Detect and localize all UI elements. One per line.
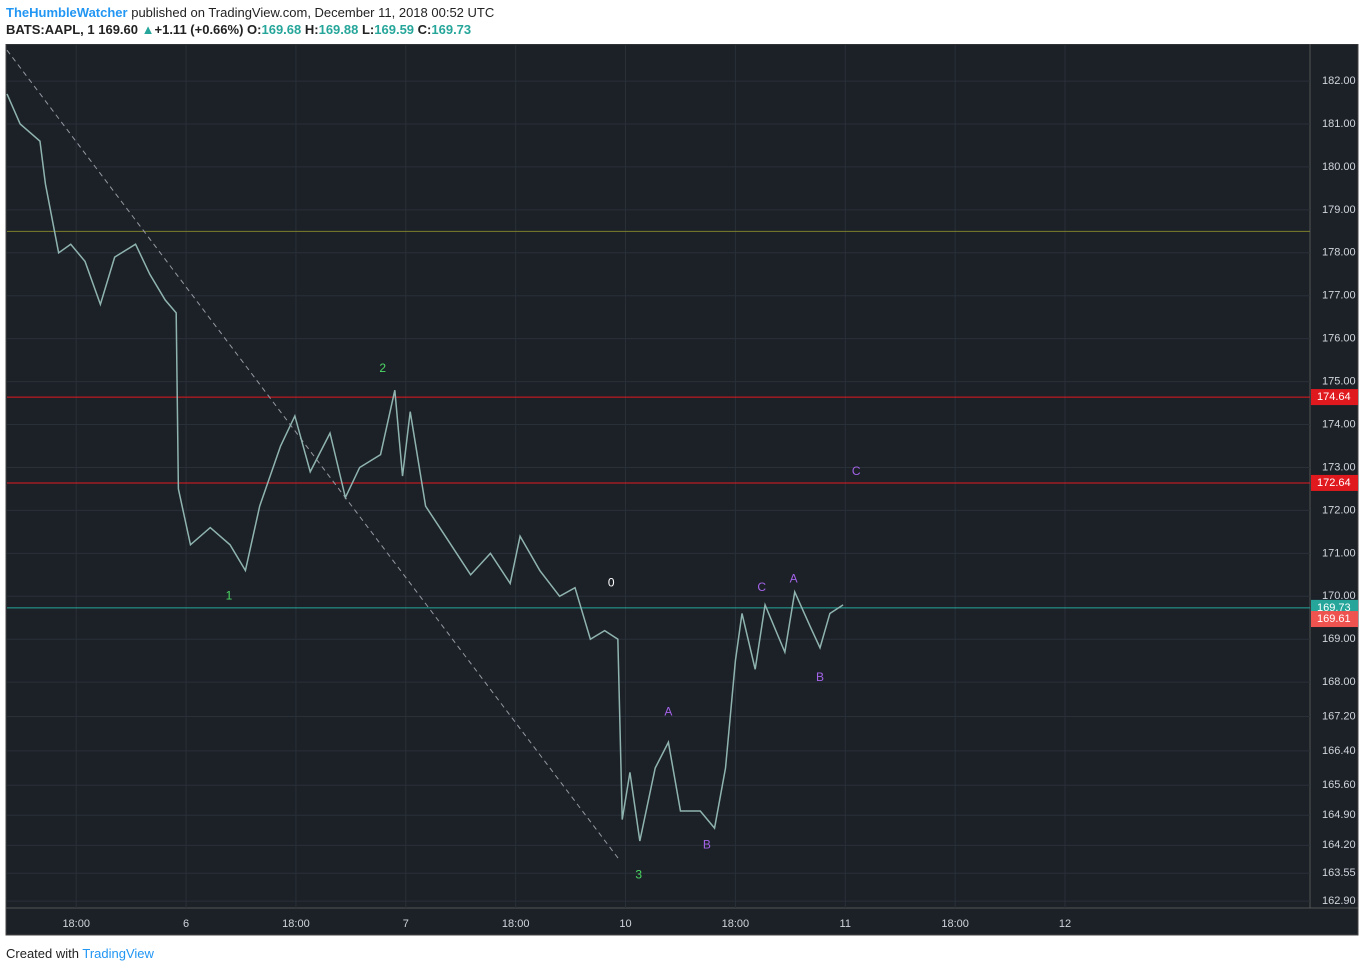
wave-label: C bbox=[852, 464, 861, 478]
y-tick-label: 165.60 bbox=[1322, 779, 1356, 791]
y-tick-label: 162.90 bbox=[1322, 895, 1356, 907]
last: 169.60 bbox=[98, 22, 138, 37]
o: 169.68 bbox=[261, 22, 302, 37]
y-tick-label: 173.00 bbox=[1322, 461, 1356, 473]
wave-label: B bbox=[816, 670, 824, 684]
x-tick-label: 7 bbox=[403, 918, 409, 930]
x-tick-label: 10 bbox=[619, 918, 631, 930]
chart: 182.00 181.00 180.00 179.00 178.00 177.00 176.… bbox=[5, 44, 1359, 936]
symbol: BATS:AAPL, 1 bbox=[6, 22, 95, 37]
created: Created with bbox=[6, 946, 79, 961]
y-tick-label: 175.00 bbox=[1322, 376, 1356, 388]
c-label: C: bbox=[417, 22, 432, 37]
y-tick-label: 163.55 bbox=[1322, 867, 1356, 879]
author[interactable]: TheHumbleWatcher bbox=[6, 5, 128, 20]
wave-label: 2 bbox=[379, 361, 386, 375]
change: +1.11 (+0.66%) bbox=[154, 22, 244, 37]
wave-label: A bbox=[790, 571, 798, 585]
y-tick-label: 170.00 bbox=[1322, 590, 1356, 602]
y-tick-label: 172.00 bbox=[1322, 504, 1356, 516]
x-tick-label: 18:00 bbox=[62, 918, 90, 930]
price-tag bbox=[1311, 474, 1358, 491]
y-tick-label: 174.00 bbox=[1322, 418, 1356, 430]
footer: Created with TradingView bbox=[6, 946, 154, 961]
x-tick-label: 18:00 bbox=[502, 918, 530, 930]
trend-line bbox=[6, 49, 621, 862]
y-tick-label: 180.00 bbox=[1322, 161, 1356, 173]
y-tick-label: 179.00 bbox=[1322, 204, 1356, 216]
wave-label: 1 bbox=[226, 588, 233, 602]
brand[interactable]: TradingView bbox=[82, 946, 154, 961]
h-label: H: bbox=[304, 22, 319, 37]
y-tick-label: 178.00 bbox=[1322, 247, 1356, 259]
chart-background bbox=[5, 44, 1359, 936]
x-tick-label: 18:00 bbox=[722, 918, 750, 930]
x-tick-label: 18:00 bbox=[941, 918, 969, 930]
y-tick-label: 181.00 bbox=[1322, 118, 1356, 130]
y-tick-label: 167.20 bbox=[1322, 710, 1356, 722]
y-tick-label: 177.00 bbox=[1322, 290, 1356, 302]
l-label: L: bbox=[361, 22, 375, 37]
o-label: O: bbox=[247, 22, 262, 37]
header-line-1: TheHumbleWatcher published on TradingVie… bbox=[6, 5, 494, 20]
x-tick-label: 6 bbox=[183, 918, 189, 930]
x-tick-label: 12 bbox=[1059, 918, 1071, 930]
price-tag-label: 169.61 bbox=[1317, 613, 1351, 625]
wave-label: 0 bbox=[608, 576, 615, 590]
price-tag bbox=[1311, 389, 1358, 406]
y-tick-label: 169.00 bbox=[1322, 633, 1356, 645]
price-tag bbox=[1311, 611, 1358, 628]
published: published on TradingView.com, December 1… bbox=[131, 5, 495, 20]
y-tick-label: 168.00 bbox=[1322, 676, 1356, 688]
y-tick-label: 171.00 bbox=[1322, 547, 1356, 559]
wave-label: 3 bbox=[635, 868, 642, 882]
x-tick-label: 11 bbox=[840, 918, 851, 930]
l: 169.59 bbox=[374, 22, 415, 37]
y-tick-label: 166.40 bbox=[1322, 745, 1356, 757]
y-tick-label: 164.20 bbox=[1322, 839, 1356, 851]
price-line bbox=[6, 93, 844, 842]
wave-label: B bbox=[703, 837, 711, 851]
y-tick-label: 164.90 bbox=[1322, 809, 1356, 821]
price-tag-label: 169.73 bbox=[1317, 602, 1351, 614]
c: 169.73 bbox=[431, 22, 472, 37]
y-tick-label: 182.00 bbox=[1322, 75, 1356, 87]
h: 169.88 bbox=[318, 22, 359, 37]
x-tick-label: 18:00 bbox=[282, 918, 310, 930]
y-tick-label: 176.00 bbox=[1322, 333, 1356, 345]
wave-label: A bbox=[664, 704, 672, 718]
price-tag-label: 172.64 bbox=[1317, 477, 1351, 489]
header-line-2: BATS:AAPL, 1 169.60 ▲+1.11 (+0.66%) O:16… bbox=[6, 22, 472, 37]
wave-label: C bbox=[757, 580, 766, 594]
price-tag-label: 174.64 bbox=[1317, 391, 1351, 403]
